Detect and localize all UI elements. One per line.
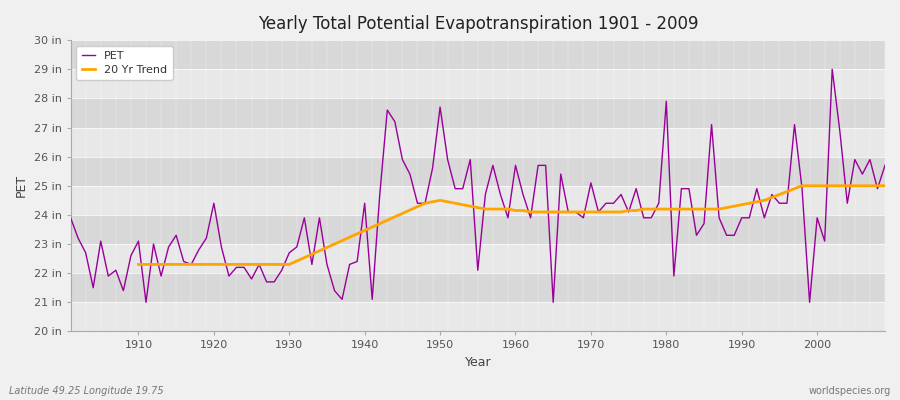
Bar [70,273,885,302]
PET [510,163,521,168]
Bar [70,244,885,273]
Text: Latitude 49.25 Longitude 19.75: Latitude 49.25 Longitude 19.75 [9,386,164,396]
X-axis label: Year: Year [464,356,491,369]
PET [65,216,76,220]
20 Yr Trend [261,262,272,267]
PET [125,253,136,258]
PET [608,201,619,206]
PET [344,262,355,267]
Bar [70,186,885,215]
PET [299,216,310,220]
Bar [70,40,885,69]
Y-axis label: PET: PET [15,174,28,197]
Text: worldspecies.org: worldspecies.org [809,386,891,396]
PET [518,192,528,197]
20 Yr Trend [744,201,755,206]
20 Yr Trend [796,183,807,188]
Bar [70,302,885,332]
20 Yr Trend [631,208,642,213]
Line: PET: PET [70,69,885,302]
Title: Yearly Total Potential Evapotranspiration 1901 - 2009: Yearly Total Potential Evapotranspiratio… [257,15,698,33]
20 Yr Trend [133,262,144,267]
20 Yr Trend [171,262,182,267]
PET [879,163,890,168]
Legend: PET, 20 Yr Trend: PET, 20 Yr Trend [76,46,173,80]
PET [827,67,838,72]
Line: 20 Yr Trend: 20 Yr Trend [139,186,885,264]
Bar [70,128,885,157]
Bar [70,215,885,244]
PET [140,300,151,305]
Bar [70,98,885,128]
Bar [70,157,885,186]
Bar [70,69,885,98]
20 Yr Trend [706,207,717,212]
20 Yr Trend [879,183,890,188]
20 Yr Trend [223,262,234,267]
